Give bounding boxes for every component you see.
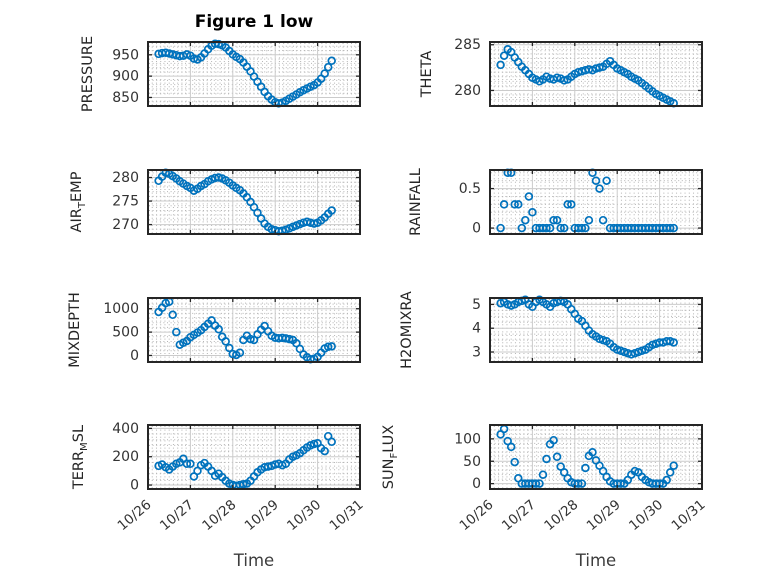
rainfall-gridlines-minor xyxy=(491,171,701,233)
h2omixra-gridlines-major xyxy=(490,298,702,362)
theta-axes-box xyxy=(489,41,703,107)
sun_flux-y-tick-labels: 0 50 100 xyxy=(454,431,481,492)
xlabel-time-right-column: Time xyxy=(575,551,617,570)
air_temp-y-tick-label: 280 xyxy=(112,170,139,186)
pressure-y-tick-labels: 850 900 950 xyxy=(112,47,139,106)
terr_msl-x-tick-label: 10/31 xyxy=(326,497,366,534)
sun_flux-x-tick-label: 10/26 xyxy=(456,497,496,534)
terr_msl-axes-box xyxy=(147,424,361,490)
terr_msl-y-tick-label: 200 xyxy=(112,449,139,465)
subplot-air_temp: 270 275 280 xyxy=(112,168,361,236)
air_temp-y-tick-label: 270 xyxy=(112,217,139,233)
mixdepth-y-tick-label: 1000 xyxy=(103,301,139,317)
ylabel-theta: THETA xyxy=(419,50,435,98)
ylabel-sun_flux: SUNFLUX xyxy=(381,424,400,490)
subplot-terr_msl: 0 200 400 10/26 10/27 10/28 10/29 10/30 10/31 xyxy=(112,421,366,534)
rainfall-y-tick-label: 0.5 xyxy=(459,181,481,197)
sun_flux-y-tick-label: 100 xyxy=(454,431,481,447)
air_temp-y-tick-label: 275 xyxy=(112,194,139,210)
mixdepth-data-points xyxy=(154,297,336,364)
air_temp-data-points xyxy=(154,168,336,236)
figure-title: Figure 1 low xyxy=(194,12,314,32)
subplot-theta: 280 285 xyxy=(454,37,703,108)
theta-y-tick-label: 285 xyxy=(454,37,481,53)
sun_flux-x-tick-label: 10/28 xyxy=(541,497,581,534)
subplot-rainfall: 00.5 xyxy=(459,168,703,237)
sun_flux-y-tick-label: 0 xyxy=(472,476,481,492)
h2omixra-axes-box xyxy=(489,297,703,363)
sun_flux-x-tick-labels: 10/26 10/27 10/28 10/29 10/30 10/31 xyxy=(456,497,708,534)
subplot-pressure: 850 900 950 xyxy=(112,39,361,108)
pressure-y-tick-label: 850 xyxy=(112,90,139,106)
rainfall-axes-box xyxy=(489,169,703,235)
sun_flux-y-tick-label: 50 xyxy=(463,454,481,470)
sun_flux-data-points xyxy=(496,424,678,488)
mixdepth-y-tick-label: 500 xyxy=(112,325,139,341)
theta-gridlines-minor xyxy=(491,43,701,105)
terr_msl-x-tick-label: 10/27 xyxy=(157,497,197,534)
terr_msl-y-tick-label: 0 xyxy=(130,478,139,494)
terr_msl-data-points xyxy=(154,431,336,490)
sun_flux-axes-box xyxy=(489,424,703,490)
air_temp-gridlines-major xyxy=(148,170,360,234)
terr_msl-y-tick-label: 400 xyxy=(112,421,139,437)
h2omixra-y-tick-label: 4 xyxy=(472,321,481,337)
rainfall-data-points xyxy=(496,168,678,233)
air_temp-axes-box xyxy=(147,169,361,235)
pressure-y-tick-label: 950 xyxy=(112,47,139,63)
ylabel-rainfall: RAINFALL xyxy=(408,168,424,236)
ylabel-pressure: PRESSURE xyxy=(80,35,96,113)
ylabel-h2omixra: H2OMIXRA xyxy=(399,291,415,369)
pressure-y-tick-label: 900 xyxy=(112,69,139,85)
sun_flux-x-tick-label: 10/30 xyxy=(626,497,666,534)
theta-tick-marks xyxy=(489,42,703,106)
air_temp-y-tick-labels: 270 275 280 xyxy=(112,170,139,233)
h2omixra-y-tick-label: 5 xyxy=(472,297,481,313)
theta-y-tick-label: 280 xyxy=(454,83,481,99)
rainfall-y-tick-label: 0 xyxy=(472,221,481,237)
mixdepth-axes-box xyxy=(147,297,361,363)
terr_msl-x-tick-label: 10/28 xyxy=(199,497,239,534)
h2omixra-data-points xyxy=(496,295,678,359)
mixdepth-y-tick-labels: 0 500 1000 xyxy=(103,301,139,364)
h2omixra-y-tick-labels: 3 4 5 xyxy=(472,297,481,361)
sun_flux-x-tick-label: 10/29 xyxy=(584,497,624,534)
theta-y-tick-labels: 280 285 xyxy=(454,37,481,99)
rainfall-y-tick-labels: 00.5 xyxy=(459,181,481,237)
mixdepth-y-tick-label: 0 xyxy=(130,348,139,364)
ylabel-mixdepth: MIXDEPTH xyxy=(67,292,83,368)
sun_flux-x-tick-label: 10/31 xyxy=(668,497,708,534)
terr_msl-x-tick-label: 10/30 xyxy=(284,497,324,534)
terr_msl-x-tick-labels: 10/26 10/27 10/28 10/29 10/30 10/31 xyxy=(114,497,366,534)
pressure-axes-box xyxy=(147,41,361,107)
ylabel-air_temp: AIRTEMP xyxy=(69,171,88,233)
xlabel-time-left-column: Time xyxy=(233,551,275,570)
ylabel-terr_msl: TERRMSL xyxy=(71,424,90,490)
subplot-mixdepth: 0 500 1000 xyxy=(103,297,361,364)
terr_msl-y-tick-labels: 0 200 400 xyxy=(112,421,139,494)
theta-gridlines-major xyxy=(490,42,702,106)
subplot-h2omixra: 3 4 5 xyxy=(472,295,703,363)
sun_flux-x-tick-label: 10/27 xyxy=(499,497,539,534)
terr_msl-x-tick-label: 10/26 xyxy=(114,497,154,534)
terr_msl-x-tick-label: 10/29 xyxy=(242,497,282,534)
pressure-data-points xyxy=(154,39,336,108)
subplot-sun_flux: 0 50 100 10/26 10/27 10/28 10/29 10/30 10/31 xyxy=(454,424,709,534)
h2omixra-y-tick-label: 3 xyxy=(472,345,481,361)
